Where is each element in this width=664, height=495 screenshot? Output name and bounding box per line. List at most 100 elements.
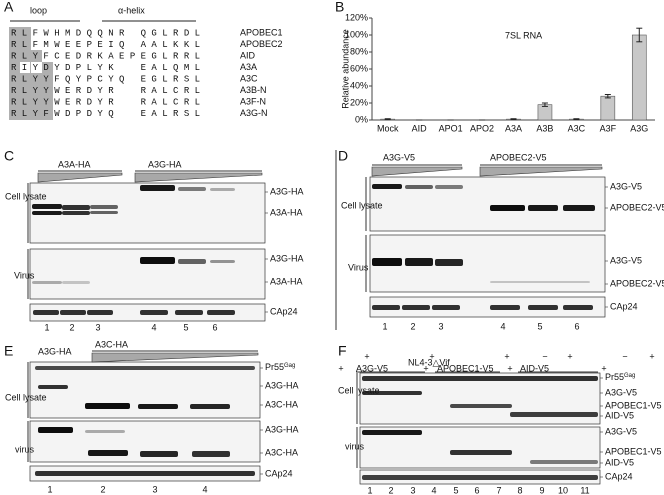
protein-name: A3A (240, 62, 257, 72)
lane-number: 5 (183, 322, 188, 332)
band (510, 412, 598, 417)
group-label: A3G-V5 (356, 363, 388, 373)
bar (600, 95, 616, 121)
x-tick-label: Mock (377, 123, 399, 133)
label-sup: Gag (624, 373, 635, 379)
band (210, 188, 235, 191)
band-label: A3G-HA (265, 380, 299, 390)
band-label: A3C-HA (265, 447, 298, 457)
highlight (31, 73, 42, 120)
band (90, 205, 118, 209)
sign: + (338, 363, 343, 373)
band (90, 211, 118, 214)
y-tick-label: 60% (350, 63, 368, 73)
y-tick-label: 120% (345, 12, 368, 22)
band-label: APOBEC1-V5 (605, 400, 662, 410)
protein-name: APOBEC1 (240, 27, 283, 37)
sequence: R L F W H M D Q Q N R Q G L R D L (11, 28, 200, 38)
bar (537, 104, 553, 121)
dilution-wedge (37, 172, 123, 183)
y-tick-label: 40% (350, 80, 368, 90)
band (362, 376, 598, 381)
band (563, 305, 593, 310)
band (210, 260, 235, 263)
highlight (42, 62, 53, 120)
band (490, 305, 520, 310)
band (88, 450, 128, 456)
section-label: Cell lysate (5, 191, 47, 201)
band-label: AID-V5 (605, 457, 634, 467)
section-label: Cell lysate (341, 200, 383, 210)
region-header: loop (30, 5, 47, 15)
dilution-wedge (479, 166, 603, 177)
band-label: Pr55Gag (605, 372, 635, 382)
sign: + (507, 363, 512, 373)
group-label: A3G-HA (148, 159, 182, 169)
error-bar (384, 118, 391, 121)
label-main: Pr55 (265, 362, 284, 372)
sign: + (601, 363, 606, 373)
error-bar (636, 27, 643, 43)
x-tick-label: A3G (630, 123, 648, 133)
band-label: A3A-HA (270, 276, 303, 286)
blot-box (29, 361, 261, 419)
lane-number: 10 (558, 485, 568, 495)
section-label: Virus (348, 262, 369, 272)
lane-number: 2 (410, 321, 415, 331)
band-label: A3G-V5 (610, 255, 642, 265)
band-label: A3G-HA (265, 424, 299, 434)
label-sup: Gag (284, 363, 295, 369)
x-tick-label: APO1 (439, 123, 463, 133)
sign: + (364, 351, 369, 361)
dilution-wedge (371, 166, 463, 177)
sequence: R L Y F W D P D Y Q E A L R S L (11, 109, 200, 119)
panel-label: A (4, 0, 14, 15)
band (140, 185, 175, 191)
sign: + (504, 351, 509, 361)
protein-name: A3C (240, 73, 258, 83)
band (38, 427, 73, 433)
lane-number: 11 (580, 485, 589, 495)
section-label: Cell lysate (338, 385, 380, 395)
band (178, 187, 206, 191)
lane-number: 4 (500, 321, 505, 331)
x-tick-label: APO2 (470, 123, 494, 133)
lane-number: 8 (517, 485, 522, 495)
band-label: APOBEC1-V5 (605, 446, 662, 456)
lane-number: 7 (496, 485, 501, 495)
band-label: A3A-HA (270, 207, 303, 217)
protein-name: APOBEC2 (240, 39, 283, 49)
section-label: Cell lysate (5, 392, 47, 402)
group-label: A3G-HA (38, 346, 72, 356)
lane-number: 4 (151, 322, 156, 332)
sequence: R L Y Y W E R D Y R R A L C R L (11, 97, 200, 107)
highlight (9, 27, 31, 120)
group-label: AID-V5 (520, 363, 549, 373)
sequence: R L F M W E E P E I Q A A L K K L (11, 40, 200, 50)
sequence: R L Y Y F Q Y P C Y Q E G L R S L (11, 74, 200, 84)
highlight (20, 62, 30, 73)
lane-number: 4 (202, 484, 207, 494)
highlight (31, 50, 42, 62)
sign: + (567, 351, 572, 361)
band-label: APOBEC2-V5 (610, 202, 664, 212)
group-label: A3G-V5 (383, 152, 415, 162)
band (362, 475, 598, 480)
protein-name: A3B-N (240, 85, 267, 95)
sequence: R L Y F C E D R K A E P E G L R R L (11, 51, 200, 61)
band (372, 184, 402, 189)
band (33, 310, 59, 315)
band (140, 310, 168, 315)
band-label: CAp24 (265, 468, 293, 478)
lane-number: 3 (95, 322, 100, 332)
band (490, 281, 590, 283)
band-label: A3G-V5 (610, 181, 642, 191)
group-label: A3C-HA (95, 339, 128, 349)
error-bar (541, 102, 548, 107)
error-bar (573, 118, 580, 121)
region-header: α-helix (118, 5, 145, 15)
x-tick-label: A3A (505, 123, 522, 133)
y-tick-label: 0% (355, 114, 368, 124)
lane-number: 1 (367, 485, 372, 495)
